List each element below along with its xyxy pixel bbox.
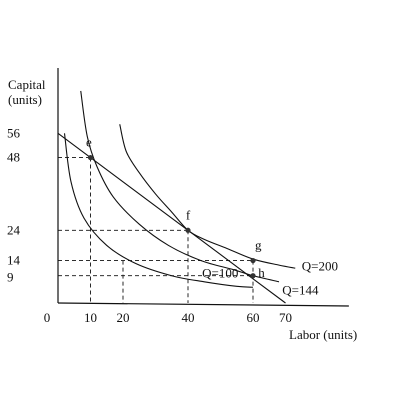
y-axis-title-line-1: Capital [8,77,46,92]
isoquant-q-100 [63,133,254,288]
isoquant-q-200 [119,124,296,269]
x-tick-label: 10 [84,310,97,325]
point-label-h: h [258,265,265,280]
point-g [250,257,256,264]
point-e [87,154,94,161]
isoquant-q-144 [80,90,280,283]
x-axis-title: Labor (units) [289,327,357,342]
isocost-line [57,132,286,304]
point-h [250,273,256,279]
y-tick-label: 56 [7,125,21,140]
y-axis-title-line-2: (units) [8,92,42,107]
y-tick-label: 24 [7,222,21,237]
curve-label-q-100: Q=100 [202,266,238,281]
point-label-e: e [86,135,92,150]
curve-label-q-200: Q=200 [302,259,338,274]
x-tick-label: 0 [44,310,51,325]
x-tick-label: 60 [247,310,260,325]
point-label-g: g [255,238,262,253]
x-tick-label: 40 [182,310,195,325]
point-label-f: f [186,207,191,222]
curve-labels: Q=100 Q=144 Q=200 [202,259,338,298]
y-tick-label: 14 [7,253,21,268]
x-axis-line [57,302,349,307]
x-tick-label: 20 [117,310,130,325]
x-tick-label: 70 [279,310,292,325]
y-tick-label: 9 [7,270,14,285]
axes [57,68,349,307]
curve-label-q-144: Q=144 [282,282,319,297]
y-tick-label: 48 [7,150,20,165]
dashed-guides [58,157,254,303]
points: e f gh [86,135,265,281]
tick-labels: 0 10 20 40 60 70 9 14 24 48 56 [7,125,292,325]
y-axis-title: Capital (units) [8,77,46,107]
point-f [185,227,191,233]
